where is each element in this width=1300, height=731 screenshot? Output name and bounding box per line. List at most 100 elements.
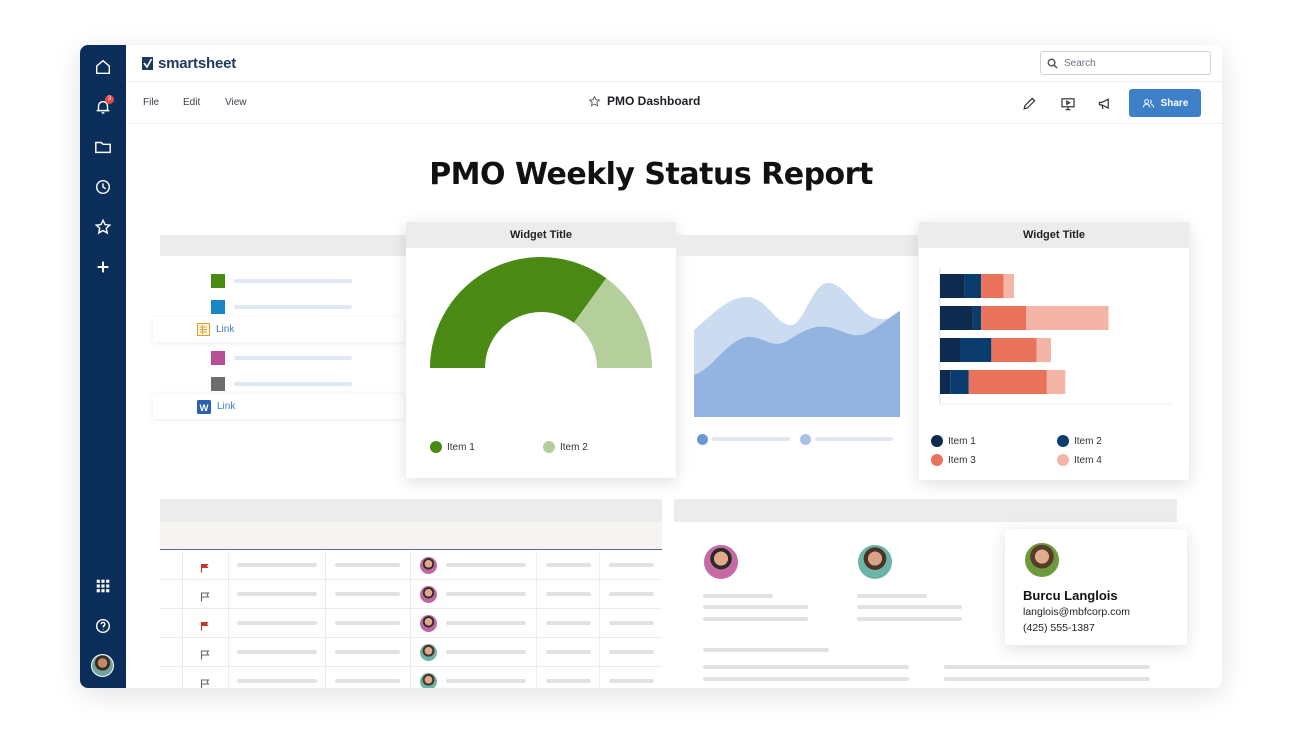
person-avatar[interactable] [702,543,740,581]
placeholder-line [609,650,654,654]
help-icon[interactable] [91,614,115,638]
flag-icon[interactable] [200,589,210,607]
table-row[interactable] [160,580,662,609]
column-divider [536,638,537,667]
legend-item-2: Item 2 [1057,435,1102,447]
smartsheet-logo[interactable]: smartsheet [142,55,236,72]
column-divider [182,551,183,580]
placeholder-line [857,617,962,621]
placeholder-line [237,563,317,567]
legend-label: Item 4 [1074,454,1102,466]
donut-chart [430,257,652,368]
bar-segment [940,338,961,362]
apps-grid-icon[interactable] [91,574,115,598]
assignee-avatar[interactable] [420,615,437,632]
table-row[interactable] [160,551,662,580]
placeholder-line [944,665,1150,669]
legend-dot [1057,454,1069,466]
column-divider [599,609,600,638]
legend-swatch-magenta [211,351,225,365]
flag-icon[interactable] [200,618,210,636]
placeholder-line [234,305,352,309]
bar-segment [991,338,1037,362]
link-label[interactable]: Link [217,401,236,412]
link-row-word[interactable]: W Link [153,394,405,419]
donut-widget: Widget Title Item 1 Item 2 [406,222,676,478]
column-divider [536,551,537,580]
bar-segment [940,306,973,330]
flag-icon[interactable] [200,560,210,578]
share-button[interactable]: Share [1129,89,1201,117]
placeholder-line [234,279,352,283]
report-title: PMO Weekly Status Report [429,157,873,192]
link-label[interactable]: Link [216,324,235,335]
plus-icon[interactable] [91,255,115,279]
assignee-avatar[interactable] [420,586,437,603]
assignee-avatar[interactable] [420,644,437,661]
placeholder-line [703,648,829,652]
placeholder-line [546,592,591,596]
bar-segment [981,274,1004,298]
clock-icon[interactable] [91,175,115,199]
assignee-avatar[interactable] [420,673,437,688]
logo-mark-icon [142,57,153,70]
star-icon[interactable] [91,215,115,239]
edit-pencil-icon[interactable] [1020,95,1038,113]
bar-segment [940,274,965,298]
bar-segment [1026,306,1109,330]
legend-dot [800,434,811,445]
home-icon[interactable] [91,55,115,79]
placeholder-line [546,650,591,654]
table-row[interactable] [160,638,662,667]
user-avatar[interactable] [91,654,114,677]
bell-icon[interactable]: 3 [91,95,115,119]
placeholder-line [703,605,808,609]
contact-phone[interactable]: (425) 555-1387 [1023,622,1095,634]
placeholder-line [446,621,526,625]
folder-icon[interactable] [91,135,115,159]
legend-label: Item 1 [948,435,976,447]
placeholder-line [815,437,893,441]
assignee-avatar[interactable] [420,557,437,574]
column-divider [410,609,411,638]
menu-edit[interactable]: Edit [183,97,201,108]
contact-email[interactable]: langlois@mbfcorp.com [1023,606,1130,618]
placeholder-line [446,592,526,596]
menu-view[interactable]: View [225,97,247,108]
placeholder-line [609,592,654,596]
table-row[interactable] [160,609,662,638]
search-input[interactable]: Search [1040,51,1211,75]
column-divider [228,667,229,688]
person-avatar[interactable] [856,543,894,581]
megaphone-icon[interactable] [1096,95,1114,113]
legend-label: Item 3 [948,454,976,466]
legend-dot [543,441,555,453]
table-row[interactable] [160,667,662,688]
app-window: 3 [80,45,1222,688]
column-divider [599,667,600,688]
menu-bar: File Edit View PMO Dashboard Share [126,82,1222,124]
placeholder-line [546,679,591,683]
bar-segment [1046,370,1066,394]
flag-icon[interactable] [200,647,210,665]
legend-swatch-gray [211,377,225,391]
area-series-front [694,311,900,417]
list-panel-header [160,235,410,256]
placeholder-line [335,621,400,625]
grid-column-header [160,522,662,550]
favorite-star-icon[interactable] [588,95,601,108]
column-divider [325,638,326,667]
bar-segment [1036,338,1051,362]
menu-file[interactable]: File [143,97,160,108]
column-divider [182,638,183,667]
link-row-sheet[interactable]: Link [153,317,405,342]
column-divider [599,551,600,580]
column-divider [325,609,326,638]
legend-swatch-blue [211,300,225,314]
present-icon[interactable] [1059,95,1077,113]
contact-card[interactable]: Burcu Langlois langlois@mbfcorp.com (425… [1005,529,1187,645]
bar-segment [981,306,1027,330]
column-divider [410,551,411,580]
grid-body [160,551,662,688]
flag-icon[interactable] [200,676,210,688]
